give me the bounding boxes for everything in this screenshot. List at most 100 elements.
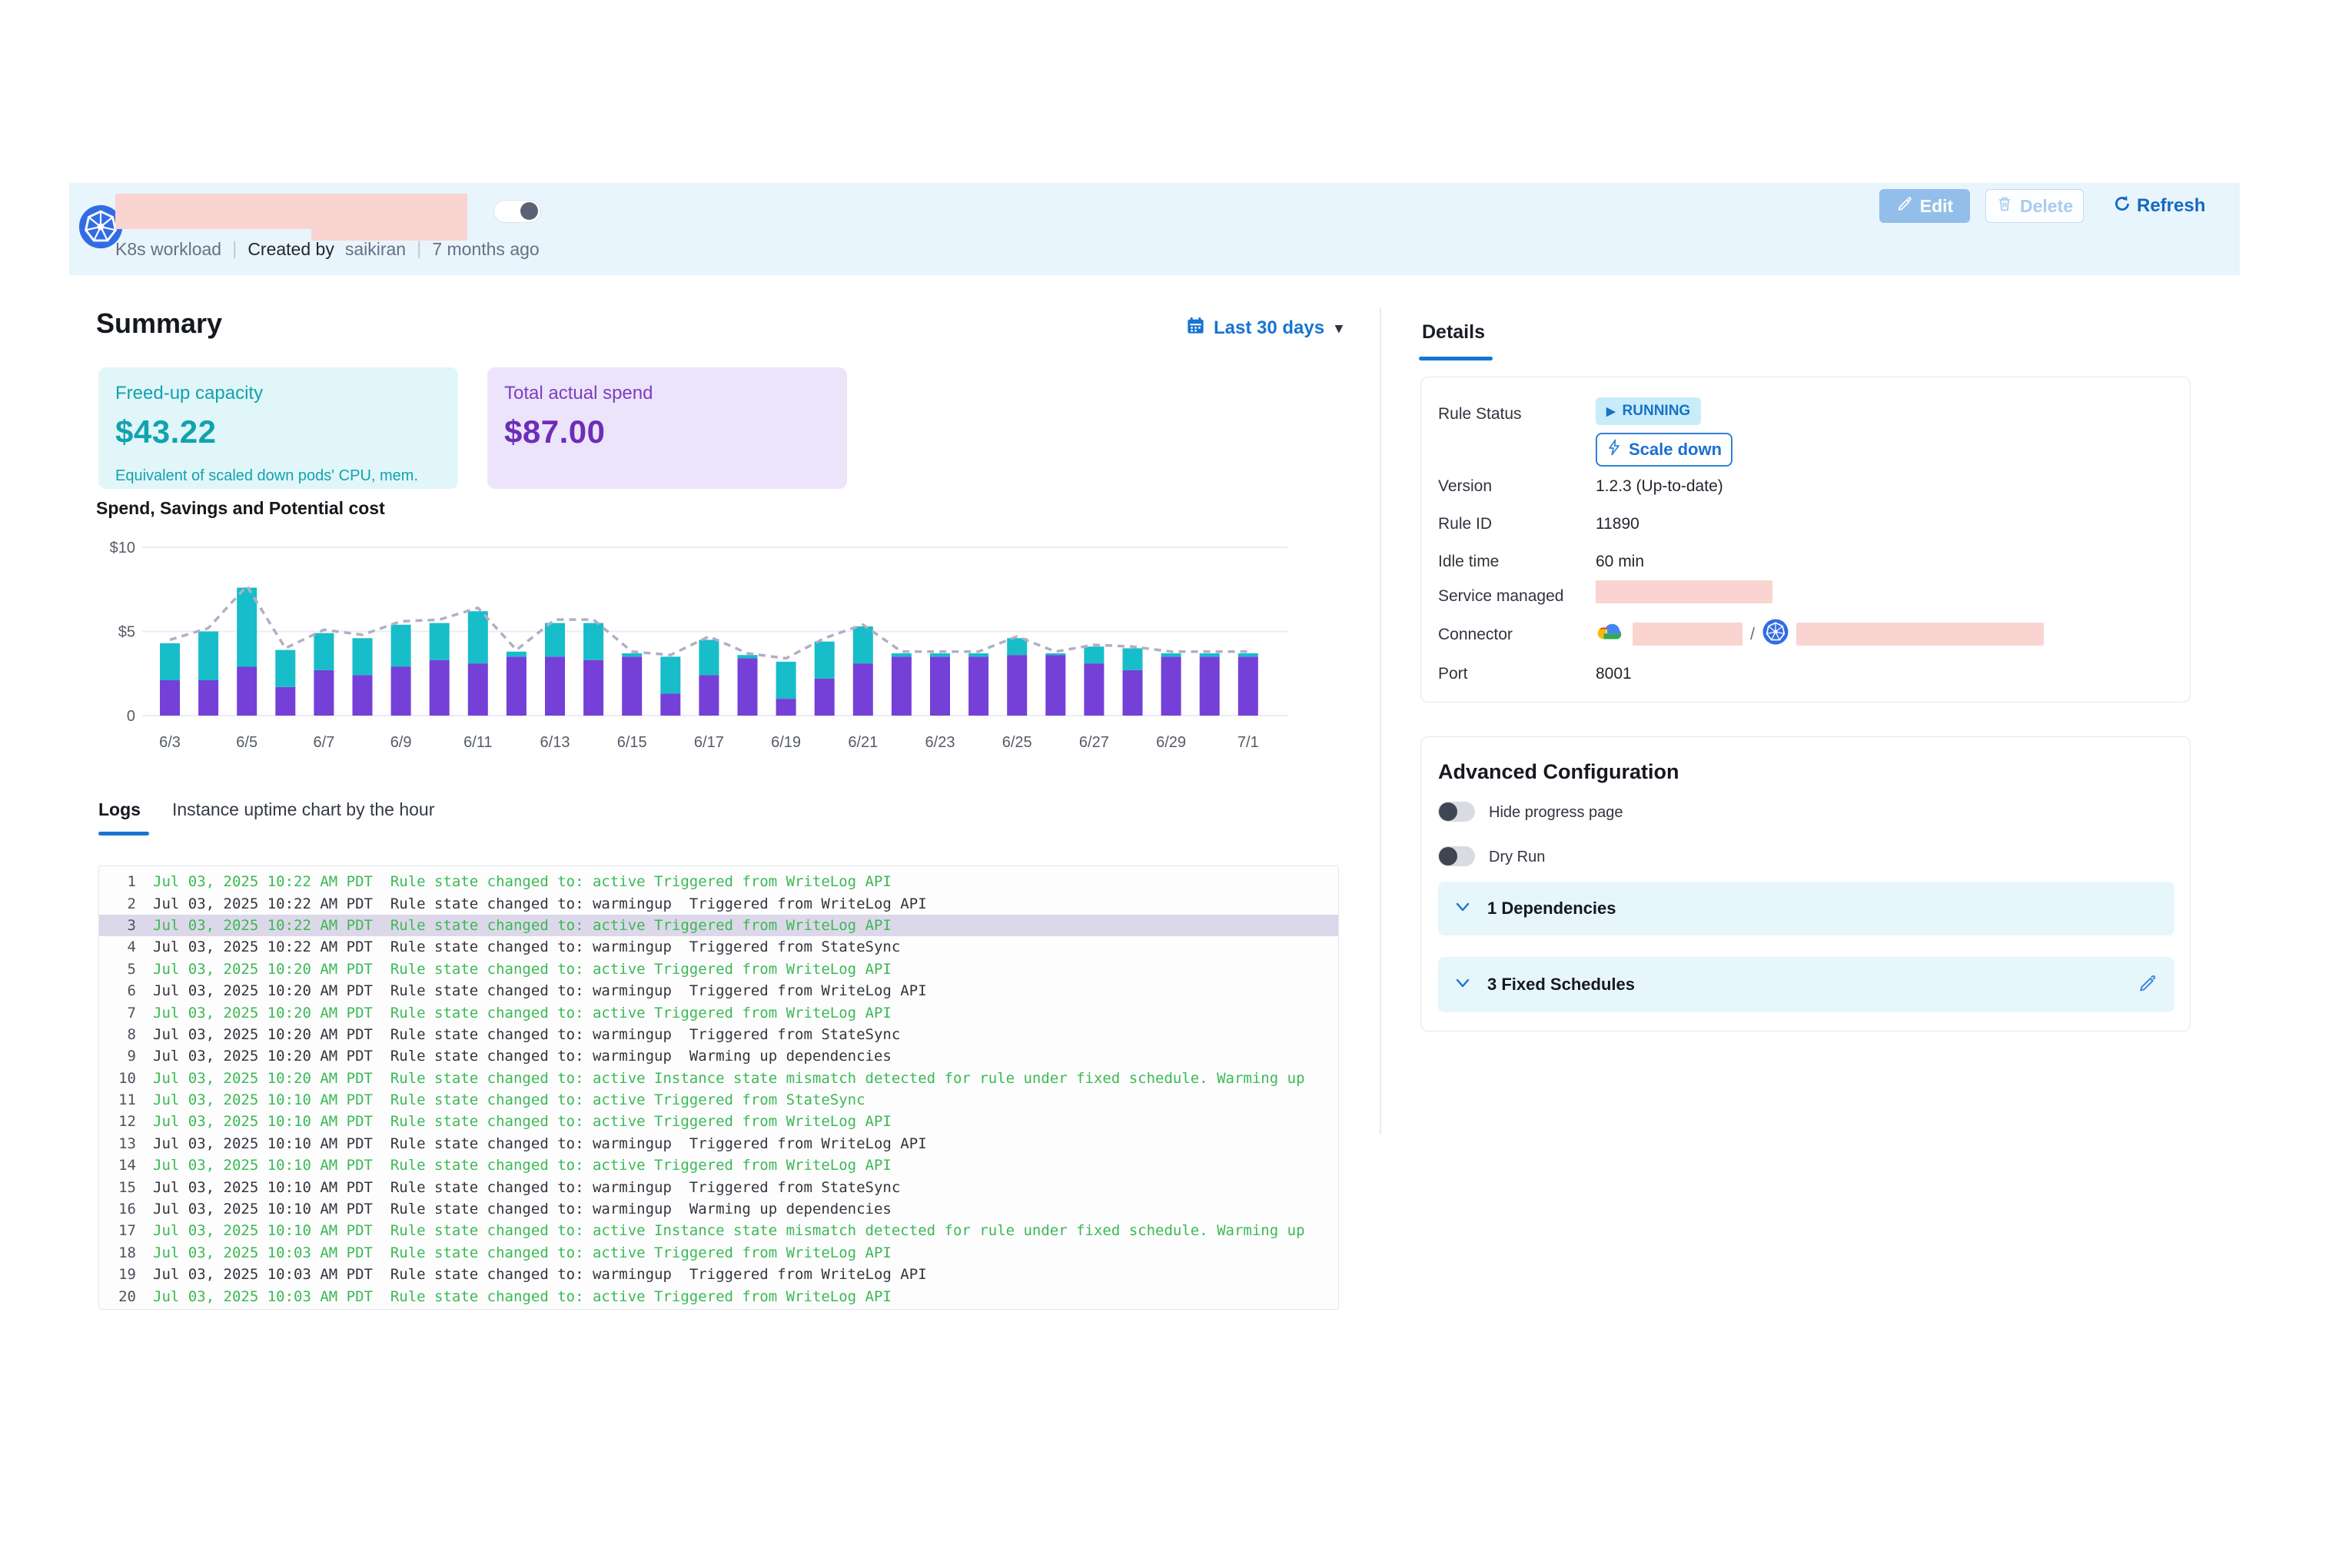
log-row[interactable]: 20 Jul 03, 2025 10:03 AM PDT Rule state c… <box>99 1285 1338 1307</box>
bar-spend[interactable] <box>506 656 527 716</box>
bar-savings[interactable] <box>737 655 758 659</box>
bar-spend[interactable] <box>1161 656 1181 716</box>
bar-spend[interactable] <box>352 675 373 716</box>
bar-spend[interactable] <box>1084 663 1105 716</box>
log-row[interactable]: 3 Jul 03, 2025 10:22 AM PDT Rule state ch… <box>99 914 1338 937</box>
workload-enable-toggle[interactable] <box>493 200 541 223</box>
delete-button[interactable]: Delete <box>1985 189 2084 223</box>
tab-logs[interactable]: Logs <box>98 799 141 819</box>
bar-spend[interactable] <box>891 656 912 716</box>
log-row[interactable]: 12 Jul 03, 2025 10:10 AM PDT Rule state c… <box>99 1111 1338 1132</box>
bar-savings[interactable] <box>352 638 373 676</box>
bar-spend[interactable] <box>660 693 681 716</box>
workload-type: K8s workload <box>115 238 222 259</box>
log-row[interactable]: 4 Jul 03, 2025 10:22 AM PDT Rule state ch… <box>99 936 1338 958</box>
bar-spend[interactable] <box>1199 656 1220 716</box>
bar-spend[interactable] <box>314 669 334 716</box>
log-row[interactable]: 10 Jul 03, 2025 10:20 AM PDT Rule state c… <box>99 1068 1338 1089</box>
log-row[interactable]: 1 Jul 03, 2025 10:22 AM PDT Rule state ch… <box>99 871 1338 892</box>
bar-savings[interactable] <box>506 651 527 657</box>
log-row[interactable]: 14 Jul 03, 2025 10:10 AM PDT Rule state c… <box>99 1154 1338 1176</box>
bar-spend[interactable] <box>852 663 873 716</box>
bar-savings[interactable] <box>1237 653 1258 657</box>
log-row[interactable]: 19 Jul 03, 2025 10:03 AM PDT Rule state c… <box>99 1264 1338 1285</box>
bar-spend[interactable] <box>390 666 411 716</box>
bar-spend[interactable] <box>737 658 758 716</box>
tab-details[interactable]: Details <box>1422 321 1485 343</box>
bar-spend[interactable] <box>1007 655 1028 716</box>
bar-spend[interactable] <box>198 680 219 716</box>
bar-savings[interactable] <box>1161 653 1181 657</box>
bar-savings[interactable] <box>699 639 719 676</box>
bar-savings[interactable] <box>314 633 334 670</box>
bar-spend[interactable] <box>1237 656 1258 716</box>
bar-spend[interactable] <box>467 663 488 716</box>
bar-savings[interactable] <box>545 623 565 657</box>
bar-savings[interactable] <box>1007 638 1028 656</box>
bar-spend[interactable] <box>699 675 719 716</box>
bar-savings[interactable] <box>390 624 411 667</box>
bar-savings[interactable] <box>429 623 450 660</box>
log-row[interactable]: 8 Jul 03, 2025 10:20 AM PDT Rule state ch… <box>99 1024 1338 1045</box>
bar-spend[interactable] <box>1122 669 1143 716</box>
bar-savings[interactable] <box>275 649 296 687</box>
edit-schedules-icon[interactable] <box>2138 973 2158 997</box>
bar-savings[interactable] <box>930 653 950 657</box>
created-ago: 7 months ago <box>432 238 540 259</box>
bar-savings[interactable] <box>852 626 873 664</box>
bar-spend[interactable] <box>429 659 450 716</box>
log-row[interactable]: 18 Jul 03, 2025 10:03 AM PDT Rule state c… <box>99 1242 1338 1264</box>
separator: | <box>232 238 238 259</box>
log-row[interactable]: 17 Jul 03, 2025 10:10 AM PDT Rule state c… <box>99 1220 1338 1241</box>
log-row[interactable]: 11 Jul 03, 2025 10:10 AM PDT Rule state c… <box>99 1089 1338 1111</box>
log-row[interactable]: 7 Jul 03, 2025 10:20 AM PDT Rule state ch… <box>99 1002 1338 1023</box>
bar-savings[interactable] <box>814 641 835 679</box>
refresh-button[interactable]: Refresh <box>2112 189 2205 223</box>
bar-savings[interactable] <box>1045 653 1066 656</box>
log-row[interactable]: 2 Jul 03, 2025 10:22 AM PDT Rule state ch… <box>99 892 1338 914</box>
toggle-knob <box>1439 802 1457 821</box>
bar-savings[interactable] <box>622 653 643 657</box>
log-row[interactable]: 13 Jul 03, 2025 10:10 AM PDT Rule state c… <box>99 1133 1338 1154</box>
bar-savings[interactable] <box>467 611 488 664</box>
hide-progress-page-toggle[interactable] <box>1438 802 1475 822</box>
scale-down-button[interactable]: Scale down <box>1596 433 1732 467</box>
bar-savings[interactable] <box>1084 646 1105 664</box>
log-row[interactable]: 5 Jul 03, 2025 10:20 AM PDT Rule state ch… <box>99 958 1338 980</box>
log-row[interactable]: 15 Jul 03, 2025 10:10 AM PDT Rule state c… <box>99 1176 1338 1198</box>
log-viewer[interactable]: 1 Jul 03, 2025 10:22 AM PDT Rule state ch… <box>98 865 1339 1310</box>
bar-spend[interactable] <box>814 678 835 716</box>
hide-progress-page-label: Hide progress page <box>1489 804 1623 821</box>
log-row[interactable]: 9 Jul 03, 2025 10:20 AM PDT Rule state ch… <box>99 1045 1338 1067</box>
bar-savings[interactable] <box>891 653 912 657</box>
bar-spend[interactable] <box>930 656 950 716</box>
bar-savings[interactable] <box>198 631 219 681</box>
k8s-icon <box>78 204 123 249</box>
bar-spend[interactable] <box>968 656 989 716</box>
bar-spend[interactable] <box>1045 655 1066 716</box>
bar-spend[interactable] <box>275 686 296 716</box>
bar-spend[interactable] <box>776 699 796 716</box>
bar-spend[interactable] <box>545 656 565 716</box>
bar-savings[interactable] <box>968 653 989 657</box>
bar-savings[interactable] <box>583 623 604 660</box>
bar-savings[interactable] <box>237 587 257 667</box>
bar-savings[interactable] <box>1199 653 1220 657</box>
fixed-schedules-expander[interactable]: 3 Fixed Schedules <box>1438 957 2174 1012</box>
date-range-selector[interactable]: Last 30 days ▾ <box>1185 315 1343 341</box>
bar-savings[interactable] <box>776 661 796 699</box>
tab-instance-uptime[interactable]: Instance uptime chart by the hour <box>172 799 435 819</box>
edit-button[interactable]: Edit <box>1879 189 1970 223</box>
bar-savings[interactable] <box>660 656 681 694</box>
x-tick-label: 6/11 <box>463 734 492 751</box>
bar-spend[interactable] <box>622 656 643 716</box>
log-row[interactable]: 16 Jul 03, 2025 10:10 AM PDT Rule state c… <box>99 1198 1338 1220</box>
bar-savings[interactable] <box>160 643 180 681</box>
bar-spend[interactable] <box>237 666 257 716</box>
dependencies-expander[interactable]: 1 Dependencies <box>1438 882 2174 935</box>
dry-run-toggle[interactable] <box>1438 846 1475 866</box>
bar-spend[interactable] <box>583 659 604 716</box>
bar-spend[interactable] <box>160 680 180 716</box>
bar-savings[interactable] <box>1122 648 1143 670</box>
log-row[interactable]: 6 Jul 03, 2025 10:20 AM PDT Rule state ch… <box>99 980 1338 1002</box>
